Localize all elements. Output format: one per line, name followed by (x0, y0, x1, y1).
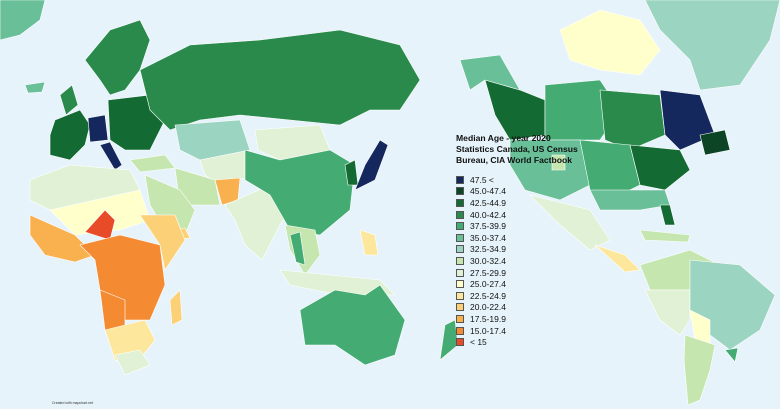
legend-title: Median Age - year 2020 Statistics Canada… (456, 133, 578, 166)
region-china (244, 149, 356, 236)
legend-label: 40.0-42.4 (470, 209, 506, 220)
region-west-africa (29, 214, 96, 263)
legend-label: 25.0-27.4 (470, 279, 506, 290)
credit-text: Created with mapchart.net (52, 401, 94, 405)
region-niger (84, 209, 116, 241)
legend-swatch (456, 198, 464, 207)
legend-swatch (456, 233, 464, 242)
legend-swatch (456, 175, 464, 184)
region-australia (299, 284, 406, 366)
legend-item: 15.0-17.4 (456, 325, 578, 337)
region-philippines (359, 229, 379, 256)
region-italy (99, 141, 123, 171)
region-greenland (644, 0, 780, 91)
legend-swatch (456, 291, 464, 300)
legend-item: 30.0-32.4 (456, 255, 578, 267)
legend-label: < 15 (470, 337, 487, 348)
region-uk (59, 84, 79, 116)
legend-item: < 15 (456, 336, 578, 348)
legend-item: 32.5-34.9 (456, 244, 578, 256)
region-germany (87, 114, 109, 143)
legend-swatch (456, 314, 464, 323)
region-south-africa (114, 349, 151, 376)
region-western-europe (49, 109, 91, 161)
legend-item: 35.0-37.4 (456, 232, 578, 244)
legend-item: 37.5-39.9 (456, 220, 578, 232)
region-argentina (683, 334, 716, 406)
legend-label: 27.5-29.9 (470, 267, 506, 278)
legend-item: 25.0-27.4 (456, 278, 578, 290)
region-canada-north (559, 9, 661, 76)
region-iceland (24, 81, 46, 94)
region-florida (659, 204, 676, 226)
legend-label: 45.0-47.4 (470, 186, 506, 197)
region-peru (644, 289, 691, 336)
region-usa-east (629, 144, 691, 191)
region-greenland-west (0, 0, 46, 41)
region-thailand (289, 231, 306, 266)
region-turkey (129, 154, 176, 173)
legend-label: 30.0-32.4 (470, 255, 506, 266)
region-uruguay (724, 347, 739, 363)
map-legend: Median Age - year 2020 Statistics Canada… (456, 133, 578, 348)
region-utah (551, 154, 566, 171)
region-alaska (459, 54, 521, 91)
legend-label: 15.0-17.4 (470, 325, 506, 336)
legend-swatch (456, 303, 464, 312)
legend-swatch (456, 222, 464, 231)
legend-title-line: Bureau, CIA World Factbook (456, 155, 573, 165)
region-madagascar (169, 289, 183, 326)
legend-swatch (456, 280, 464, 289)
legend-label: 20.0-22.4 (470, 302, 506, 313)
region-indonesia (279, 269, 396, 296)
legend-swatch (456, 326, 464, 335)
legend-item: 20.0-22.4 (456, 302, 578, 314)
legend-swatch (456, 210, 464, 219)
region-central-africa (79, 234, 166, 321)
legend-label: 47.5 < (470, 174, 494, 185)
legend-item: 40.0-42.4 (456, 209, 578, 221)
region-russia (139, 29, 421, 131)
legend-label: 32.5-34.9 (470, 244, 506, 255)
region-mexico (529, 194, 611, 251)
legend-swatch (456, 256, 464, 265)
legend-label: 37.5-39.9 (470, 221, 506, 232)
legend-swatch (456, 187, 464, 196)
legend-title-line: Median Age - year 2020 (456, 133, 551, 143)
legend-item: 27.5-29.9 (456, 267, 578, 279)
region-yukon-bc (484, 79, 546, 141)
region-iran (174, 167, 221, 206)
legend-label: 22.5-24.9 (470, 290, 506, 301)
region-atlantic-canada (699, 129, 731, 156)
legend-label: 17.5-19.9 (470, 313, 506, 324)
legend-item: 22.5-24.9 (456, 290, 578, 302)
region-ontario (599, 89, 666, 151)
legend-item: 45.0-47.4 (456, 186, 578, 198)
legend-label: 42.5-44.9 (470, 197, 506, 208)
legend-item: 42.5-44.9 (456, 197, 578, 209)
region-central-america (594, 244, 641, 273)
region-caribbean (639, 229, 691, 243)
region-japan (354, 139, 389, 191)
region-scandinavia (84, 19, 151, 96)
legend-swatch (456, 245, 464, 254)
region-east-africa (139, 214, 186, 271)
legend-item: 17.5-19.9 (456, 313, 578, 325)
legend-swatch (456, 268, 464, 277)
legend-item: 47.5 < (456, 174, 578, 186)
legend-label: 35.0-37.4 (470, 232, 506, 243)
region-usa-south (589, 189, 671, 211)
legend-swatch (456, 338, 464, 347)
legend-title-line: Statistics Canada, US Census (456, 144, 578, 154)
